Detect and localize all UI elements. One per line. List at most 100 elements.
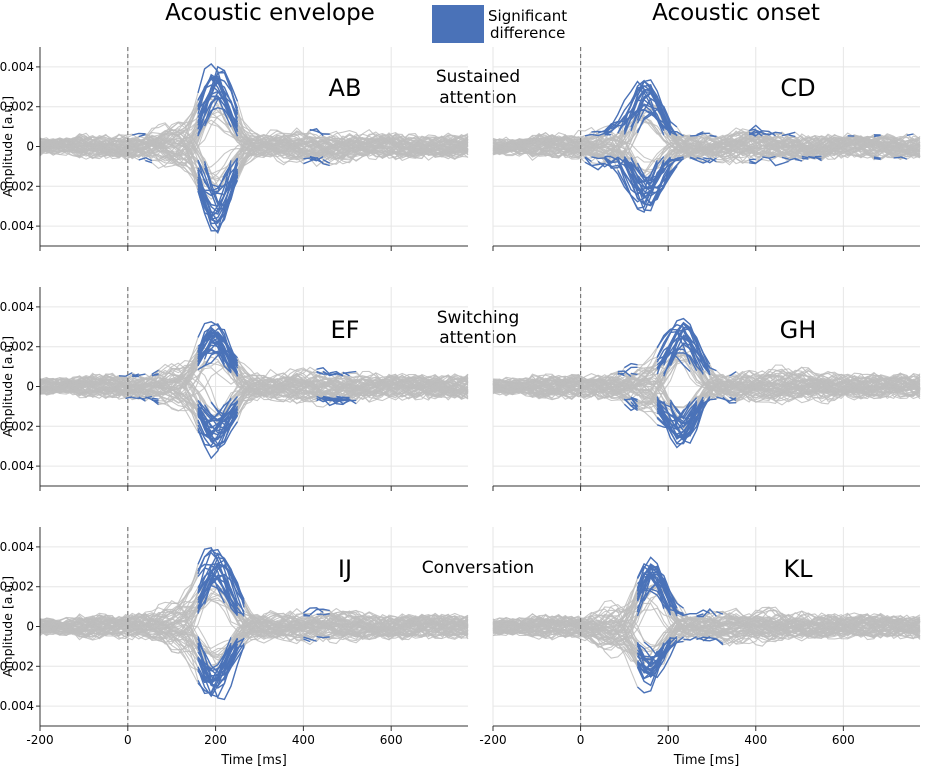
y-tick-label: 0.002 [0,580,34,594]
significant-trace-segment [336,395,350,399]
significant-trace-segment [637,637,724,663]
x-tick-label: 0 [577,733,585,747]
column-title-envelope: Acoustic envelope [165,0,375,26]
significant-trace-segment [132,397,146,400]
significant-trace-segment [893,156,901,159]
trace [39,73,468,167]
significant-trace-segment [197,344,232,365]
x-tick-label: -200 [479,733,506,747]
significant-trace-segment [309,156,324,162]
significant-trace-segment [316,156,330,167]
significant-trace-segment [197,90,239,127]
significant-trace-segment [623,160,658,184]
significant-trace-segment [197,326,239,376]
significant-trace-segment [604,88,665,135]
trace [492,376,921,445]
panel-letter-GH: GH [780,316,817,344]
significant-trace-segment [197,408,239,434]
significant-trace-segment [322,613,330,616]
significant-trace-segment [329,370,344,377]
significant-trace-segment [197,638,245,701]
trace [492,135,921,205]
significant-trace-segment [617,161,672,206]
trace [39,344,469,402]
significant-trace-segment [197,404,225,423]
significant-trace-segment [636,640,678,679]
trace [492,375,921,445]
significant-trace-segment [197,547,239,612]
significant-traces [132,63,331,234]
significant-trace-segment [197,396,239,422]
panel-IJ: -200 0 200 400 600 -0.004 -0.002 0 0.002 0.004 Amp… [0,527,469,768]
significant-trace-segment [303,638,311,643]
y-tick-label: 0.002 [0,100,34,114]
trace [39,578,469,639]
trace [39,613,469,684]
significant-trace-segment [145,159,153,164]
y-tick-label: 0.004 [0,300,34,314]
significant-trace-segment [814,156,822,162]
significant-traces [118,321,357,460]
y-tick-label: 0.004 [0,60,34,74]
significant-trace-segment [197,642,239,673]
significant-trace-segment [630,80,672,132]
significant-trace-segment [151,399,159,402]
significant-trace-segment [197,649,232,698]
significant-trace-segment [197,637,245,688]
trace [492,556,921,639]
panel-letter-AB: AB [329,74,362,102]
significant-trace-segment [197,176,239,215]
significant-trace-segment [617,104,671,134]
row-label-sustained-line2: attention [439,88,517,108]
significant-trace-segment [197,157,239,192]
trace [39,547,469,640]
trace [39,373,469,437]
significant-trace-segment [138,133,146,138]
significant-trace-segment [132,132,146,136]
significant-trace-segment [197,161,239,214]
significant-trace-segment [623,398,638,411]
significant-trace-segment [197,637,239,684]
y-tick-label: 0 [26,380,34,394]
significant-trace-segment [303,157,311,160]
significant-trace-segment [197,96,239,137]
significant-trace-segment [630,92,672,135]
significant-trace-segment [197,340,239,367]
trace [39,598,469,646]
significant-trace-segment [151,373,159,377]
significant-trace-segment [636,646,665,675]
x-axis-label: Time [ms] [220,753,287,768]
significant-trace-segment [656,330,691,365]
panel-KL: -200 0 200 400 600 Time [ms] [479,527,921,768]
y-tick-label: -0.002 [0,179,34,193]
panel-EF: -0.004 -0.002 0 0.002 0.004 Amplitude [a.u.] [0,287,469,491]
significant-trace-segment [873,157,881,160]
column-title-onset: Acoustic onset [652,0,820,26]
significant-traces [617,317,736,449]
significant-trace-segment [316,370,324,375]
significant-trace-segment [669,406,704,437]
significant-trace-segment [749,132,756,136]
trace [492,84,921,166]
y-tick-label: -0.004 [0,219,34,233]
y-axis-label: Amplitude [a.u.] [0,96,15,197]
x-tick-label: -200 [26,733,53,747]
significant-trace-segment [197,562,239,606]
panel-letter-KL: KL [783,555,813,583]
significant-trace-segment [342,370,357,375]
significant-trace-segment [669,342,711,373]
significant-trace-segment [630,372,638,376]
significant-trace-segment [197,573,245,612]
significant-trace-segment [873,134,881,138]
row-label-conversation: Conversation [422,558,534,578]
row-label-switching-line1: Switching [437,308,520,328]
significant-trace-segment [808,156,816,160]
significant-trace-segment [630,397,638,401]
row-label-switching-line2: attention [439,328,517,348]
y-tick-label: -0.002 [0,419,34,433]
y-tick-label: 0.004 [0,540,34,554]
trace [39,613,469,654]
trace [39,599,469,682]
x-tick-label: 200 [657,733,680,747]
